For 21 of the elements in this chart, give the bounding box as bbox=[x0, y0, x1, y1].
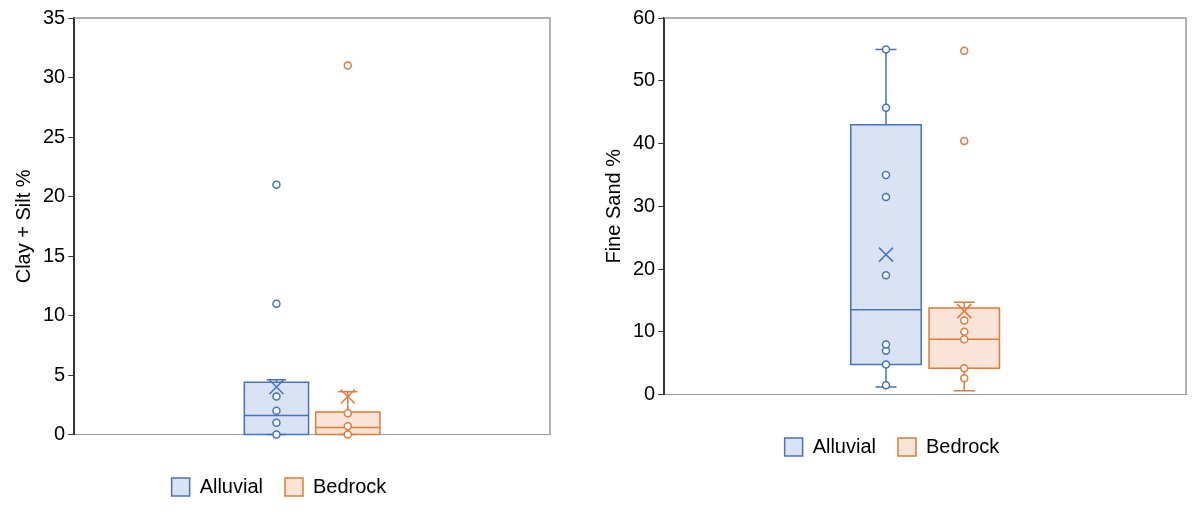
y-tick-label: 30 bbox=[633, 193, 656, 216]
y-tick-label: 10 bbox=[633, 319, 656, 342]
y-tick-label: 20 bbox=[633, 256, 656, 279]
y-tick-label: 15 bbox=[43, 243, 66, 266]
y-tick-label: 5 bbox=[54, 362, 66, 385]
legend-label: Bedrock bbox=[313, 474, 388, 497]
legend-label: Bedrock bbox=[926, 434, 1001, 457]
y-tick-label: 0 bbox=[54, 422, 66, 445]
y-tick-label: 30 bbox=[43, 65, 66, 88]
y-tick-label: 35 bbox=[43, 5, 66, 28]
y-axis-title: Clay + Silt % bbox=[11, 169, 34, 284]
legend-label: Alluvial bbox=[812, 434, 876, 457]
y-tick-label: 25 bbox=[43, 124, 66, 147]
y-tick-label: 10 bbox=[43, 303, 66, 326]
legend-label: Alluvial bbox=[199, 474, 263, 497]
y-axis-title: Fine Sand % bbox=[601, 148, 624, 264]
y-tick-label: 0 bbox=[644, 382, 656, 405]
y-tick-label: 40 bbox=[633, 131, 656, 154]
y-tick-label: 50 bbox=[633, 68, 656, 91]
y-tick-label: 60 bbox=[633, 5, 656, 28]
y-tick-label: 20 bbox=[43, 184, 66, 207]
